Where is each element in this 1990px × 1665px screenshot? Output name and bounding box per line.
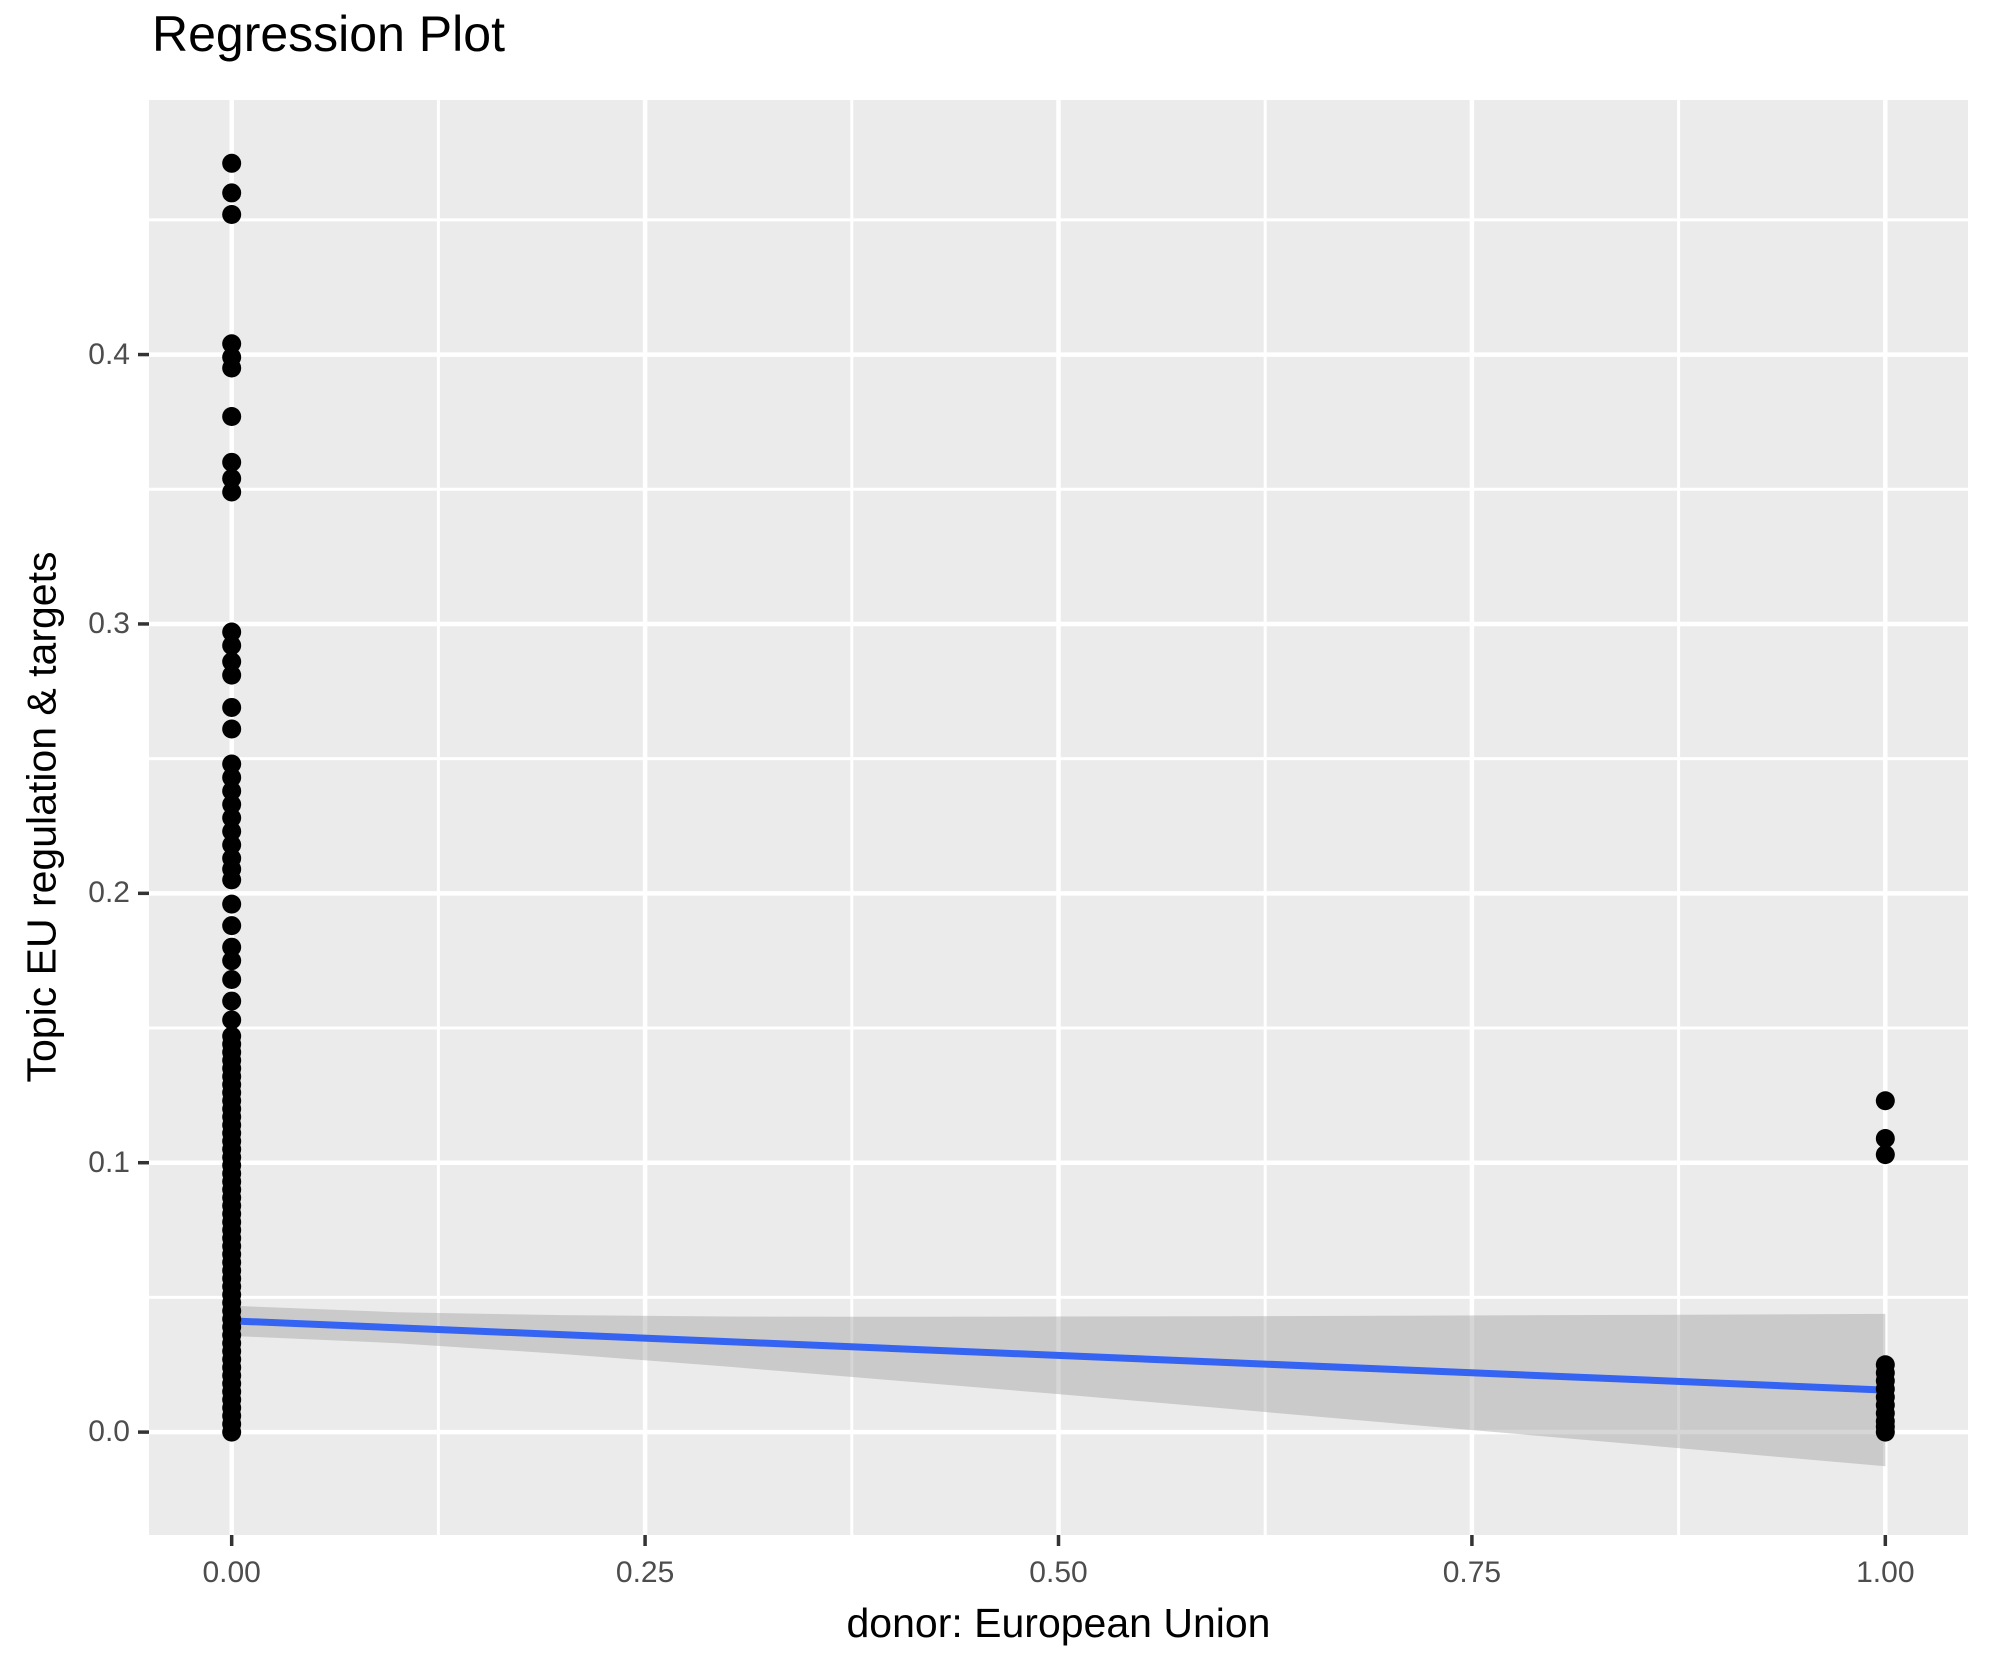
y-tick-label: 0.1 bbox=[88, 1145, 130, 1179]
x-tick-label: 0.75 bbox=[1442, 1556, 1502, 1589]
data-point bbox=[1875, 1091, 1895, 1111]
plot-title: Regression Plot bbox=[152, 6, 505, 62]
x-tick-label: 0.50 bbox=[1029, 1556, 1088, 1589]
data-point bbox=[222, 808, 242, 828]
data-point bbox=[222, 937, 242, 957]
regression-line bbox=[231, 1317, 1886, 1394]
data-point bbox=[222, 767, 242, 787]
data-point bbox=[222, 754, 242, 774]
data-point bbox=[222, 635, 242, 655]
x-tick-label: 1.00 bbox=[1856, 1556, 1915, 1589]
data-point bbox=[222, 794, 242, 814]
data-point bbox=[1875, 1128, 1895, 1148]
data-point bbox=[222, 1422, 242, 1442]
data-point bbox=[222, 970, 242, 990]
data-point bbox=[222, 652, 242, 672]
data-point bbox=[222, 951, 242, 971]
data-point bbox=[222, 358, 242, 378]
data-point bbox=[222, 622, 242, 642]
data-point bbox=[222, 407, 242, 427]
scatter-points bbox=[222, 153, 1895, 1442]
data-point bbox=[222, 452, 242, 472]
data-point bbox=[222, 665, 242, 685]
data-point bbox=[222, 894, 242, 914]
y-tick-label: 0.0 bbox=[88, 1415, 130, 1449]
data-point bbox=[222, 991, 242, 1011]
data-point bbox=[222, 719, 242, 739]
data-point bbox=[222, 821, 242, 841]
axis-tick-marks bbox=[138, 352, 1888, 1546]
x-tick-label: 0.25 bbox=[615, 1556, 675, 1589]
data-point bbox=[1875, 1422, 1895, 1442]
data-point bbox=[222, 1010, 242, 1030]
data-point bbox=[222, 183, 242, 203]
x-axis-title: donor: European Union bbox=[846, 1600, 1271, 1646]
y-tick-label: 0.2 bbox=[88, 876, 130, 910]
data-point bbox=[222, 334, 242, 354]
data-point bbox=[1875, 1145, 1895, 1165]
y-tick-label: 0.4 bbox=[88, 337, 130, 371]
data-point bbox=[222, 835, 242, 855]
y-tick-label: 0.3 bbox=[88, 606, 130, 640]
data-point bbox=[222, 781, 242, 801]
confidence-band bbox=[231, 1305, 1886, 1467]
data-point bbox=[222, 468, 242, 488]
data-point bbox=[222, 916, 242, 936]
data-point bbox=[222, 204, 242, 224]
data-point bbox=[222, 870, 242, 890]
data-point bbox=[222, 482, 242, 502]
data-point bbox=[222, 153, 242, 173]
data-point bbox=[222, 697, 242, 717]
x-tick-label: 0.00 bbox=[202, 1556, 261, 1589]
